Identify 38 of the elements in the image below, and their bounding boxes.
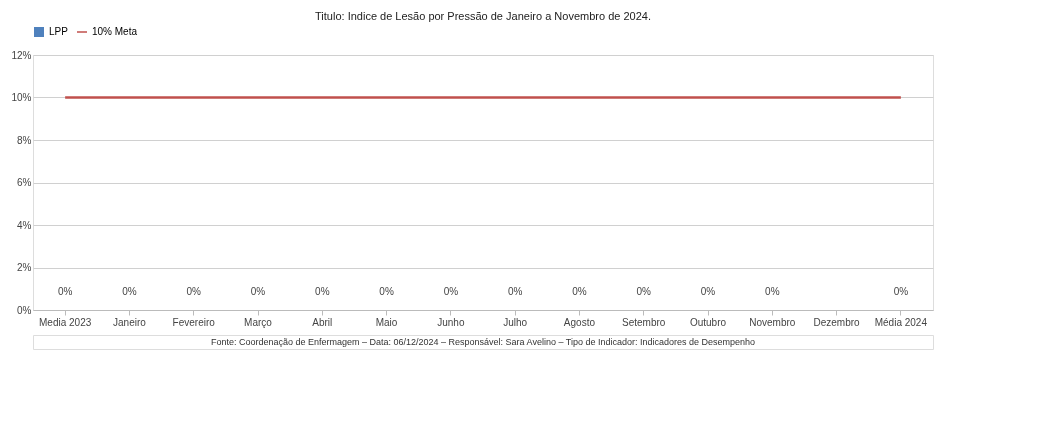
legend-label: LPP <box>49 26 69 37</box>
x-tick-label: Setembro <box>622 316 666 328</box>
x-tick-label: Média 2024 <box>874 316 928 328</box>
y-tick-label: 10% <box>11 92 32 103</box>
data-label: 0% <box>379 286 394 297</box>
data-label: 0% <box>250 286 266 297</box>
x-tick-label: Media 2023 <box>39 316 92 328</box>
y-tick-label: 12% <box>11 49 32 61</box>
data-label: 0% <box>122 286 137 297</box>
data-label: 0% <box>57 286 73 297</box>
y-tick-label: 6% <box>17 177 32 188</box>
source-note: Fonte: Coordenação de Enfermagem – Data: 06/12/2024 – Responsável: Sara Avelino – Tipo de Indicador: Indicadores de Desempenho <box>210 337 756 347</box>
data-label: 0% <box>507 286 523 297</box>
x-tick-label: Fevereiro <box>172 316 216 328</box>
y-tick-label: 0% <box>17 304 32 316</box>
data-label: 0% <box>572 286 587 297</box>
legend-label: 10% Meta <box>92 26 138 37</box>
data-label: 0% <box>443 286 459 297</box>
chart-title: Titulo: Indice de Lesão por Pressão de Janeiro a Novembro de 2024. <box>315 10 651 22</box>
x-tick-label: Agosto <box>563 316 596 328</box>
x-tick-label: Abril <box>312 316 333 328</box>
data-label: 0% <box>893 286 909 297</box>
x-tick-label: Dezembro <box>813 316 861 328</box>
x-tick-label: Junho <box>437 316 465 328</box>
x-tick-label: Março <box>244 316 273 328</box>
data-label: 0% <box>186 286 202 297</box>
y-tick-label: 8% <box>17 134 32 146</box>
x-tick-label: Maio <box>375 316 398 328</box>
data-label: 0% <box>315 286 330 297</box>
x-tick-label: Outubro <box>689 316 727 328</box>
x-tick-label: Julho <box>503 316 528 328</box>
x-tick-label: Novembro <box>749 316 796 328</box>
data-label: 0% <box>636 286 652 297</box>
x-tick-label: Janeiro <box>113 316 147 328</box>
data-label: 0% <box>765 286 780 297</box>
y-tick-label: 2% <box>17 262 32 273</box>
y-tick-label: 4% <box>17 219 32 231</box>
data-label: 0% <box>700 286 716 297</box>
